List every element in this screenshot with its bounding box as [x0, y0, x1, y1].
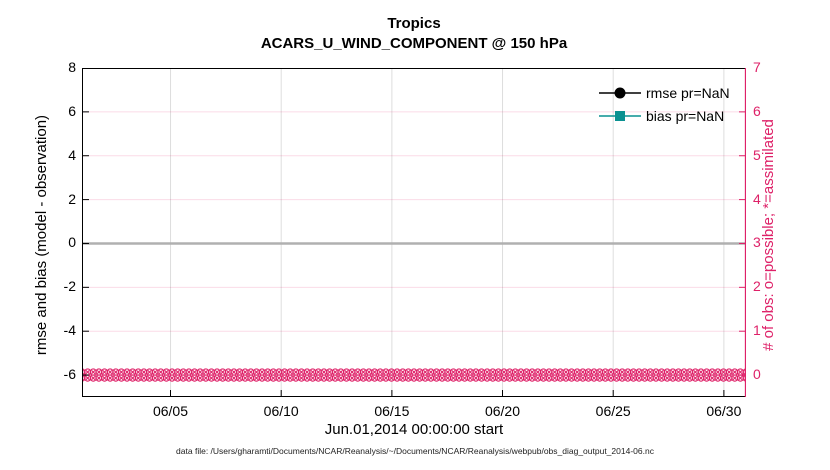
y-right-tick-label: 6 — [753, 102, 761, 119]
y-left-tick-label: 2 — [68, 190, 76, 207]
y-left-tick-label: 0 — [68, 234, 76, 251]
x-axis-tick-label: 06/20 — [484, 403, 521, 419]
y-right-tick-label: 3 — [753, 234, 761, 251]
x-axis-tick-label: 06/15 — [374, 403, 410, 419]
y-right-tick-label: 5 — [753, 146, 761, 163]
rmse-line-marker-icon — [599, 87, 641, 98]
legend: rmse pr=NaN bias pr=NaN — [598, 81, 730, 127]
bias-line-marker-icon — [599, 110, 641, 121]
y-right-tick-label: 0 — [753, 366, 761, 383]
obs-count-marker-band — [82, 368, 746, 382]
x-axis-tick-label: 06/25 — [595, 403, 631, 419]
x-axis-tick-label: 06/05 — [152, 403, 189, 419]
legend-item-bias: bias pr=NaN — [598, 104, 730, 127]
y-right-tick-label: 1 — [753, 322, 761, 339]
y-left-tick-label: -2 — [63, 278, 76, 295]
legend-label-rmse: rmse pr=NaN — [646, 84, 730, 101]
y-left-tick-label: -6 — [63, 366, 76, 383]
legend-item-rmse: rmse pr=NaN — [598, 81, 730, 104]
plot-area — [82, 68, 746, 397]
y-left-tick-label: 4 — [68, 146, 76, 163]
data-file-caption: data file: /Users/gharamti/Documents/NCA… — [176, 446, 654, 456]
y-left-tick-label: 6 — [68, 102, 76, 119]
x-axis-label: Jun.01,2014 00:00:00 start — [324, 421, 504, 438]
y-left-tick-label: 8 — [68, 59, 76, 75]
chart-title-block: Tropics ACARS_U_WIND_COMPONENT @ 150 hPa — [82, 14, 746, 53]
y-right-tick-label: 2 — [753, 278, 761, 295]
x-axis-tick-label: 06/30 — [706, 403, 742, 419]
chart-title: Tropics — [387, 15, 441, 32]
chart-subtitle: ACARS_U_WIND_COMPONENT @ 150 hPa — [260, 34, 568, 52]
y-right-tick-label: 7 — [753, 59, 761, 75]
y-left-tick-label: -4 — [63, 322, 76, 339]
legend-label-bias: bias pr=NaN — [646, 107, 725, 124]
x-axis-tick-label: 06/10 — [263, 403, 299, 419]
y-right-tick-label: 4 — [753, 190, 761, 207]
